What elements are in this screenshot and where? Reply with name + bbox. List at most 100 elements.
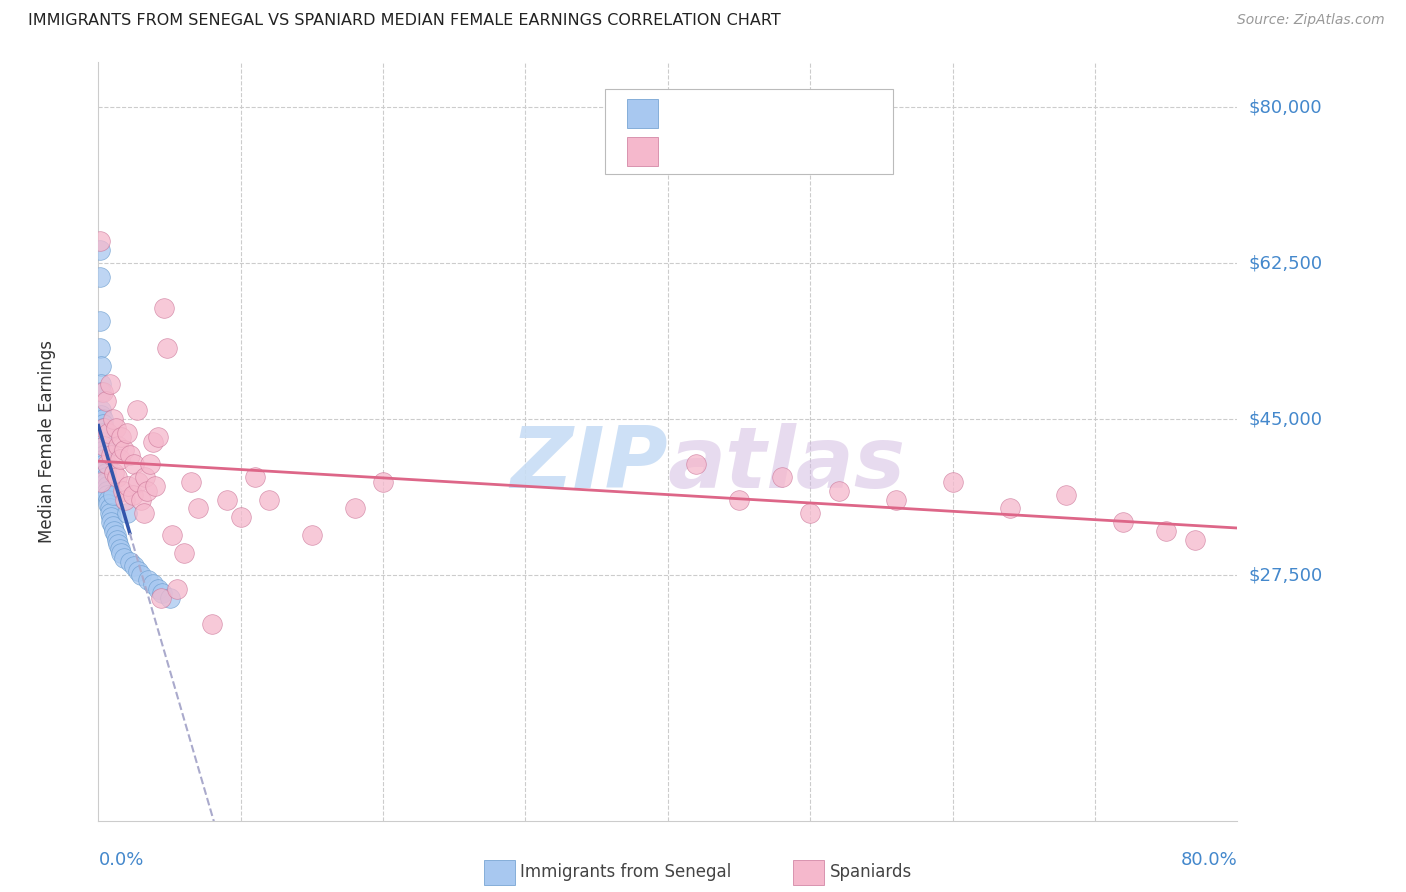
Text: 0.0%: 0.0%	[98, 851, 143, 869]
Point	[112, 443, 135, 458]
Text: R =: R =	[671, 143, 710, 161]
Text: atlas: atlas	[668, 423, 905, 506]
Point	[229, 510, 252, 524]
Point	[111, 483, 134, 498]
Point	[107, 537, 129, 551]
Point	[90, 376, 112, 391]
Point	[100, 448, 122, 462]
Point	[94, 461, 117, 475]
Text: 63: 63	[818, 143, 844, 161]
Point	[148, 582, 170, 596]
Point	[1184, 533, 1206, 547]
Point	[148, 430, 170, 444]
Point	[96, 457, 118, 471]
Point	[101, 519, 124, 533]
Text: 51: 51	[818, 104, 844, 122]
Text: 0.062: 0.062	[713, 143, 776, 161]
Point	[187, 501, 209, 516]
Point	[162, 528, 184, 542]
Point	[166, 582, 188, 596]
Point	[134, 470, 156, 484]
Point	[129, 492, 152, 507]
Text: N =: N =	[772, 143, 824, 161]
Point	[101, 412, 124, 426]
Point	[884, 492, 907, 507]
Point	[91, 417, 114, 431]
Point	[94, 394, 117, 409]
Text: IMMIGRANTS FROM SENEGAL VS SPANIARD MEDIAN FEMALE EARNINGS CORRELATION CHART: IMMIGRANTS FROM SENEGAL VS SPANIARD MEDI…	[28, 13, 780, 29]
Point	[91, 434, 114, 449]
Point	[343, 501, 366, 516]
Point	[96, 483, 118, 498]
Point	[103, 524, 125, 538]
Point	[89, 314, 111, 328]
Point	[93, 452, 115, 467]
Point	[91, 385, 114, 400]
Point	[145, 479, 167, 493]
Point	[301, 528, 323, 542]
Point	[1056, 488, 1078, 502]
Point	[112, 550, 135, 565]
Point	[770, 470, 793, 484]
Point	[105, 533, 128, 547]
Point	[104, 421, 127, 435]
Point	[89, 234, 111, 248]
Point	[97, 497, 120, 511]
Text: ZIP: ZIP	[510, 423, 668, 506]
Text: $62,500: $62,500	[1249, 254, 1323, 272]
Point	[90, 359, 112, 373]
Point	[107, 439, 129, 453]
Point	[138, 457, 160, 471]
Point	[98, 376, 121, 391]
Point	[94, 470, 117, 484]
Point	[93, 457, 115, 471]
Point	[156, 341, 179, 355]
Point	[141, 577, 163, 591]
Point	[153, 301, 176, 315]
Text: $27,500: $27,500	[1249, 566, 1323, 584]
Point	[122, 457, 145, 471]
Text: 80.0%: 80.0%	[1181, 851, 1237, 869]
Point	[125, 403, 148, 417]
Point	[135, 483, 157, 498]
Text: Spaniards: Spaniards	[830, 863, 911, 881]
Point	[96, 488, 118, 502]
Point	[110, 430, 132, 444]
Point	[201, 617, 224, 632]
Point	[259, 492, 281, 507]
Point	[942, 475, 965, 489]
Point	[129, 568, 152, 582]
Text: Source: ZipAtlas.com: Source: ZipAtlas.com	[1237, 13, 1385, 28]
Point	[799, 506, 821, 520]
Point	[110, 546, 132, 560]
Point	[93, 448, 115, 462]
Point	[685, 457, 707, 471]
Text: Immigrants from Senegal: Immigrants from Senegal	[520, 863, 731, 881]
Point	[94, 475, 117, 489]
Point	[91, 412, 114, 426]
Point	[103, 466, 125, 480]
Point	[96, 479, 118, 493]
Point	[114, 492, 136, 507]
Point	[89, 269, 111, 284]
Point	[215, 492, 238, 507]
Point	[152, 586, 174, 600]
Point	[93, 443, 115, 458]
Point	[828, 483, 851, 498]
Point	[98, 501, 121, 516]
Point	[89, 243, 111, 257]
Point	[98, 506, 121, 520]
Point	[93, 439, 115, 453]
Point	[118, 555, 141, 569]
Point	[373, 475, 395, 489]
Point	[115, 506, 138, 520]
Point	[180, 475, 202, 489]
Point	[132, 506, 155, 520]
Point	[91, 421, 114, 435]
Point	[1112, 515, 1135, 529]
Point	[127, 564, 149, 578]
Point	[118, 448, 141, 462]
Point	[117, 479, 139, 493]
Point	[94, 466, 117, 480]
Point	[105, 470, 128, 484]
